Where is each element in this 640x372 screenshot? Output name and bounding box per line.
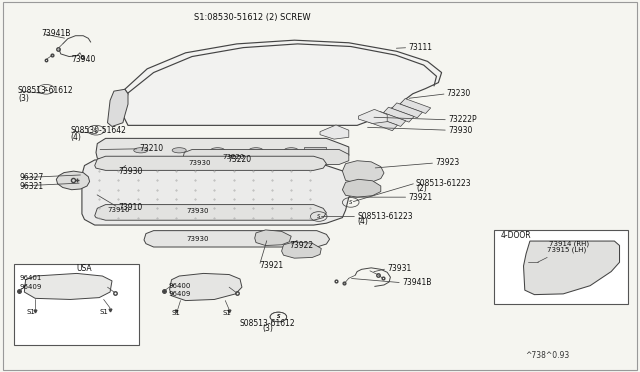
Text: (4): (4) [70,133,81,142]
Polygon shape [255,230,291,246]
Text: S1: S1 [27,310,36,315]
Text: 73930: 73930 [448,126,472,135]
Text: 73111: 73111 [408,43,433,52]
Polygon shape [56,171,90,190]
Text: 73921: 73921 [259,262,284,270]
Text: S08513-61223: S08513-61223 [357,212,413,221]
Text: S08513-61223: S08513-61223 [416,179,472,187]
Polygon shape [243,156,272,170]
Text: S1: S1 [223,310,232,316]
Text: 73910: 73910 [118,203,143,212]
Polygon shape [24,273,112,299]
Text: 96409: 96409 [168,291,191,297]
Polygon shape [144,231,330,247]
Text: 73220: 73220 [223,154,245,160]
Text: 73923: 73923 [435,158,460,167]
Text: S08513-61612: S08513-61612 [18,86,74,95]
Text: 73940: 73940 [72,55,96,64]
Polygon shape [108,89,128,126]
Text: S: S [349,200,353,205]
Polygon shape [170,273,242,301]
Text: S: S [44,87,48,92]
Polygon shape [342,161,384,183]
Polygon shape [282,242,321,258]
Polygon shape [375,112,406,126]
Text: S: S [276,314,280,320]
Text: ^738^0.93: ^738^0.93 [525,351,569,360]
Text: 73922: 73922 [289,241,314,250]
Text: S08513-61612: S08513-61612 [240,319,295,328]
Polygon shape [123,40,442,125]
Ellipse shape [172,148,186,153]
Text: (4): (4) [357,217,368,226]
Text: S1:08530-51612 (2) SCREW: S1:08530-51612 (2) SCREW [195,13,311,22]
Polygon shape [282,141,310,155]
Polygon shape [524,241,620,295]
Text: 73915 (LH): 73915 (LH) [547,247,586,253]
Text: S: S [317,214,321,219]
Polygon shape [342,179,381,197]
Polygon shape [182,150,349,164]
Ellipse shape [134,148,148,153]
Polygon shape [96,138,349,162]
Text: 73910: 73910 [108,207,130,213]
Text: 96321: 96321 [19,182,44,190]
Polygon shape [392,103,422,118]
Text: (3): (3) [18,94,29,103]
Text: USA: USA [77,264,92,273]
Bar [14,264,139,345]
Polygon shape [383,107,414,122]
Text: 73230: 73230 [447,89,471,98]
Bar [494,230,628,304]
Text: 73921: 73921 [408,193,433,202]
Text: 96327: 96327 [19,173,44,182]
Ellipse shape [284,148,298,153]
Polygon shape [367,116,397,131]
Text: S: S [276,314,280,320]
Text: 73914 (RH): 73914 (RH) [549,240,589,247]
Text: 73931: 73931 [387,264,412,273]
Ellipse shape [211,148,225,153]
Polygon shape [95,205,326,220]
Text: 4-DOOR: 4-DOOR [500,231,531,240]
Text: S1: S1 [99,310,108,315]
Text: (3): (3) [262,324,273,333]
Text: 73222P: 73222P [448,115,477,124]
Polygon shape [304,147,326,153]
Text: 73941B: 73941B [402,278,431,287]
Polygon shape [320,125,349,139]
Ellipse shape [249,148,263,153]
Text: 96401: 96401 [19,275,42,281]
Polygon shape [400,99,431,113]
Text: 73220: 73220 [227,155,252,164]
Text: 73930: 73930 [187,236,209,242]
Polygon shape [82,160,357,225]
Text: 96400: 96400 [168,283,191,289]
Polygon shape [95,156,326,170]
Text: 73930: 73930 [187,208,209,214]
Text: 73930: 73930 [118,167,143,176]
Polygon shape [358,109,387,124]
Text: S08530-51642: S08530-51642 [70,126,126,135]
Text: 73941B: 73941B [42,29,71,38]
Text: 96409: 96409 [19,284,42,290]
Text: S: S [94,128,98,133]
Text: (2): (2) [416,184,427,193]
Text: 73210: 73210 [140,144,164,153]
Text: 73930: 73930 [189,160,211,166]
Text: S1: S1 [172,310,180,316]
